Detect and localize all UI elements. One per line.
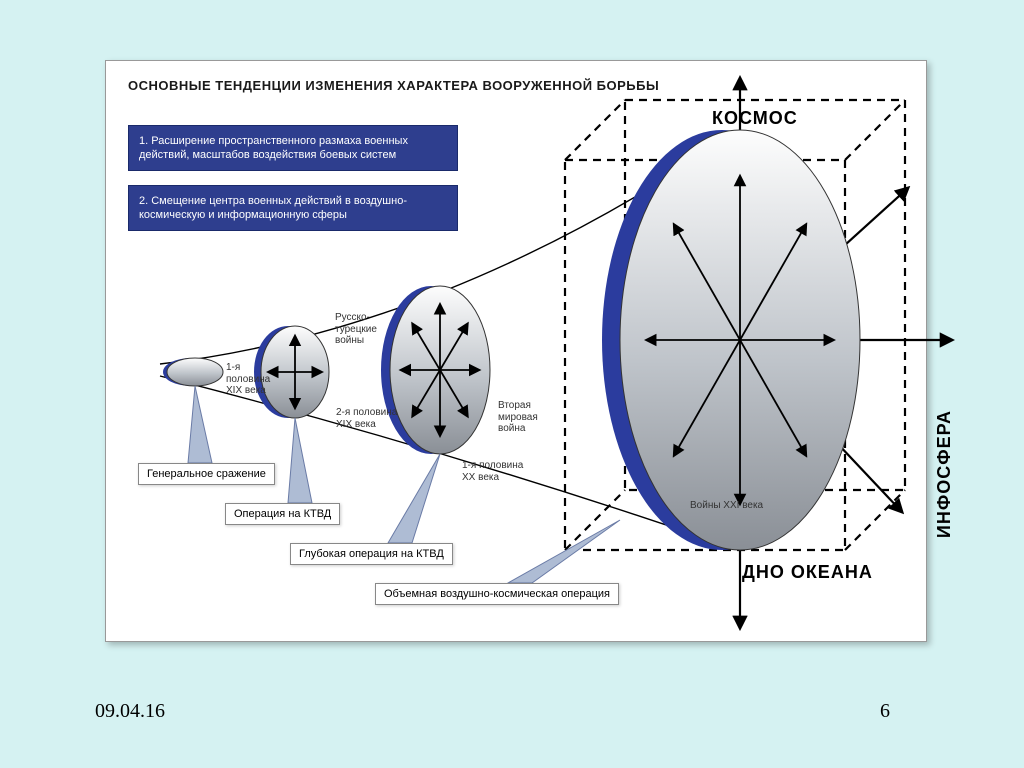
callout-label: Глубокая операция на КТВД <box>290 543 453 565</box>
slide-date: 09.04.16 <box>95 700 165 723</box>
callout-label: Объемная воздушно-космическая операция <box>375 583 619 605</box>
slide-pagenum: 6 <box>880 700 890 723</box>
period-label: 1-я половина XX века <box>462 460 523 483</box>
slide-page: ОСНОВНЫЕ ТЕНДЕНЦИИ ИЗМЕНЕНИЯ ХАРАКТЕРА В… <box>0 0 1024 768</box>
period-label: 1-я половина XIX века <box>226 362 270 397</box>
period-label: Русско- турецкие войны <box>335 312 377 347</box>
callout-label: Генеральное сражение <box>138 463 275 485</box>
callout-label: Операция на КТВД <box>225 503 340 525</box>
axis-label-right: ИНФОСФЕРА <box>934 410 955 538</box>
axis-label-bottom: ДНО ОКЕАНА <box>742 562 873 583</box>
diagram-svg <box>0 0 1024 768</box>
period-label: Вторая мировая война <box>498 400 538 435</box>
axis-label-top: КОСМОС <box>712 108 798 129</box>
period-label: Войны XXI века <box>690 500 763 512</box>
period-label: 2-я половина XIX века <box>336 407 397 430</box>
